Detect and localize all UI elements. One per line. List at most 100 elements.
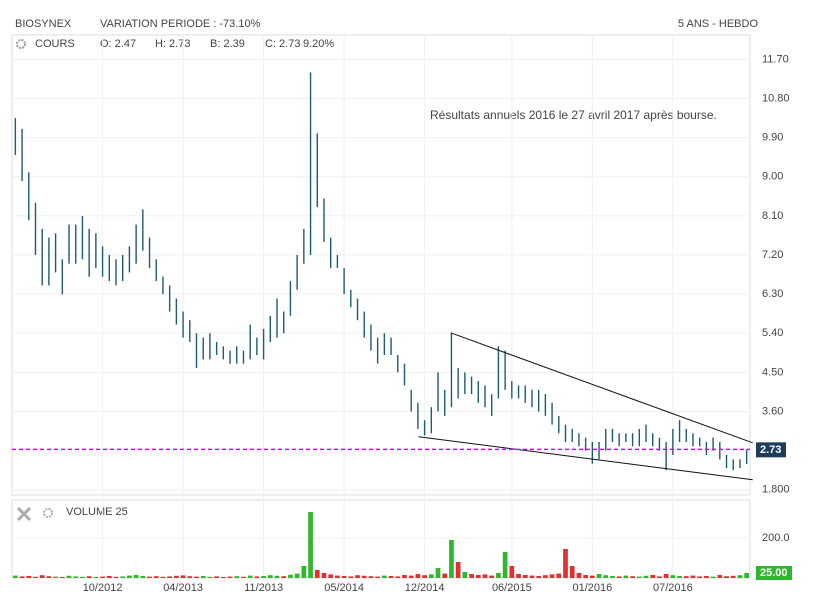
volume-bar (402, 575, 407, 578)
volume-bar (301, 566, 307, 578)
volume-bar (39, 575, 45, 578)
volume-label: VOLUME 25 (66, 506, 128, 518)
last-price-box (756, 442, 786, 458)
volume-bar (435, 568, 441, 578)
period[interactable]: 5 ANS - HEBDO (678, 18, 759, 30)
volume-bar (140, 576, 146, 578)
volume-bar (13, 575, 18, 578)
ohlc-open: O: 2.47 (100, 38, 136, 50)
volume-bar (710, 576, 716, 578)
gear-icon[interactable] (16, 39, 26, 49)
volume-bar (100, 576, 105, 578)
volume-bar (657, 576, 662, 578)
volume-bar (616, 576, 622, 578)
volume-bar (288, 574, 293, 578)
volume-bar (375, 576, 380, 578)
volume-bar (563, 549, 568, 578)
volume-bar (677, 576, 682, 578)
volume-bar (247, 575, 253, 578)
volume-bar (536, 576, 542, 578)
ohlc-high: H: 2.73 (155, 38, 190, 50)
volume-bar (214, 576, 219, 578)
volume-bar (127, 575, 132, 578)
volume-bar (650, 575, 656, 578)
volume-bar (489, 575, 495, 578)
volume-bar (449, 540, 454, 578)
volume-bar (254, 576, 260, 578)
x-tick-label: 01/2016 (572, 582, 612, 594)
volume-bar (59, 577, 65, 578)
volume-bar (66, 575, 72, 578)
volume-bar (556, 573, 562, 578)
volume-bar (502, 552, 508, 578)
volume-bar (395, 576, 401, 578)
volume-bar (120, 576, 126, 578)
volume-bar (207, 576, 213, 578)
volume-bar (227, 576, 233, 578)
volume-bar (26, 576, 32, 578)
volume-bar (355, 575, 360, 578)
y-tick-label: 8.10 (762, 210, 783, 222)
y-tick-label: 200.0 (762, 532, 790, 544)
volume-bar (428, 574, 434, 578)
volume-bar (455, 562, 461, 578)
x-tick-label: 05/2014 (324, 582, 364, 594)
volume-bar (274, 575, 280, 578)
volume-bar (697, 576, 703, 578)
volume-bar (220, 577, 226, 578)
volume-bar (180, 575, 186, 578)
volume-bar (583, 575, 588, 578)
volume-bar (80, 576, 85, 578)
volume-bar (368, 576, 374, 578)
volume-bar (509, 566, 515, 578)
y-tick-label: 1.800 (762, 484, 790, 496)
volume-last-box (756, 566, 792, 580)
volume-bar (569, 566, 575, 578)
volume-bar (610, 576, 615, 578)
volume-bar (147, 576, 152, 578)
panel-label: COURS (35, 38, 75, 50)
y-tick-label: 9.90 (762, 132, 783, 144)
volume-bar (133, 575, 139, 578)
volume-bar (167, 576, 173, 578)
volume-bar (348, 576, 354, 578)
volume-bar (194, 576, 199, 578)
volume-bar (408, 575, 414, 578)
y-tick-label: 11.70 (762, 53, 789, 65)
volume-bar (475, 575, 481, 578)
volume-bar (670, 575, 676, 578)
volume-bar (576, 573, 582, 578)
volume-bar (19, 576, 25, 578)
volume-bar (496, 573, 501, 578)
y-tick-label: 5.40 (762, 327, 783, 339)
x-tick-label: 10/2012 (83, 582, 123, 594)
ohlc-close: C: 2.73 (265, 38, 300, 50)
last-price-label: 2.73 (760, 444, 781, 456)
volume-bar (462, 572, 468, 578)
volume-bar (308, 512, 313, 578)
volume-bar (93, 577, 99, 578)
x-tick-label: 06/2015 (492, 582, 532, 594)
volume-bar (341, 576, 347, 578)
x-tick-label: 12/2014 (405, 582, 445, 594)
x-tick-label: 07/2016 (653, 582, 693, 594)
volume-bar (200, 576, 206, 578)
y-tick-label: 7.20 (762, 249, 783, 261)
volume-bar (328, 574, 334, 578)
volume-bar (730, 575, 736, 578)
close-icon[interactable] (16, 506, 32, 522)
volume-bar (724, 576, 729, 578)
y-tick-label: 9.00 (762, 171, 783, 183)
volume-bar (422, 575, 427, 578)
annotation: Résultats annuels 2016 le 27 avril 2017 … (430, 108, 717, 122)
volume-bar (589, 575, 595, 578)
volume-bar (529, 575, 535, 578)
volume-bar (744, 573, 749, 578)
volume-panel (11, 499, 751, 579)
volume-last-label: 25.00 (760, 567, 788, 579)
gear-icon[interactable] (43, 508, 53, 518)
volume-bar (683, 576, 689, 578)
y-tick-label: 4.50 (762, 366, 783, 378)
price-panel (11, 34, 751, 496)
volume-bar (549, 574, 555, 578)
